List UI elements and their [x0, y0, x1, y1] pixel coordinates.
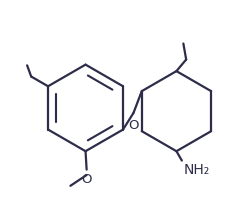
Text: O: O: [81, 172, 92, 185]
Text: NH₂: NH₂: [184, 162, 210, 176]
Text: O: O: [128, 119, 139, 132]
